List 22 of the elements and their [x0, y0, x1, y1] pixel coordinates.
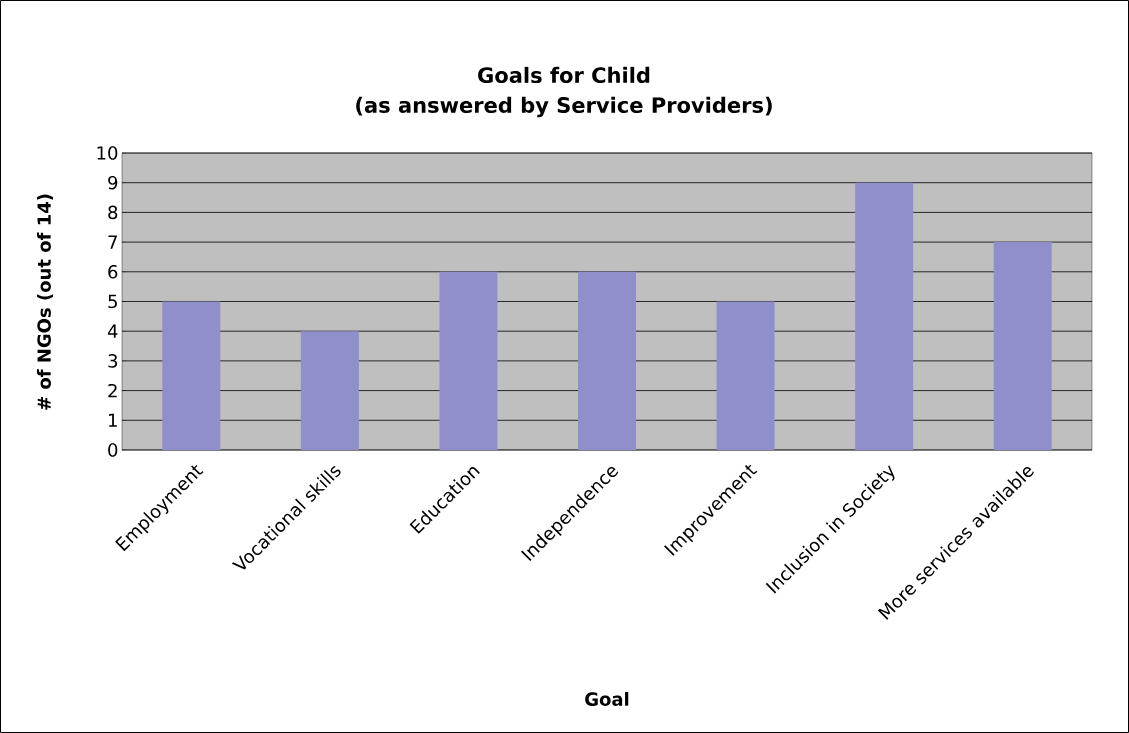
- bar: [439, 271, 498, 450]
- chart-title: Goals for Child: [478, 66, 650, 84]
- y-tick-label: 3: [108, 354, 118, 368]
- y-tick-label: 9: [108, 175, 118, 190]
- y-tick-label: 8: [108, 205, 118, 220]
- y-tick-label: 0: [108, 443, 118, 457]
- chart-subtitle: (as answered by Service Providers): [356, 96, 772, 118]
- bar: [578, 271, 636, 450]
- y-tick-label: 5: [108, 294, 117, 309]
- bar: [162, 301, 221, 450]
- y-axis-title: # of NGOs (out of 14): [36, 194, 54, 410]
- bar: [993, 242, 1052, 450]
- y-tick-label: 10: [97, 146, 118, 160]
- bar: [716, 301, 775, 450]
- y-tick-label: 2: [108, 383, 117, 398]
- bar: [300, 331, 359, 450]
- y-tick-label: 6: [108, 264, 118, 279]
- y-tick-label: 4: [107, 324, 118, 338]
- y-tick-label: 1: [109, 413, 117, 427]
- x-axis-title: Goal: [585, 692, 629, 706]
- bar: [855, 182, 914, 450]
- y-tick-label: 7: [108, 235, 117, 249]
